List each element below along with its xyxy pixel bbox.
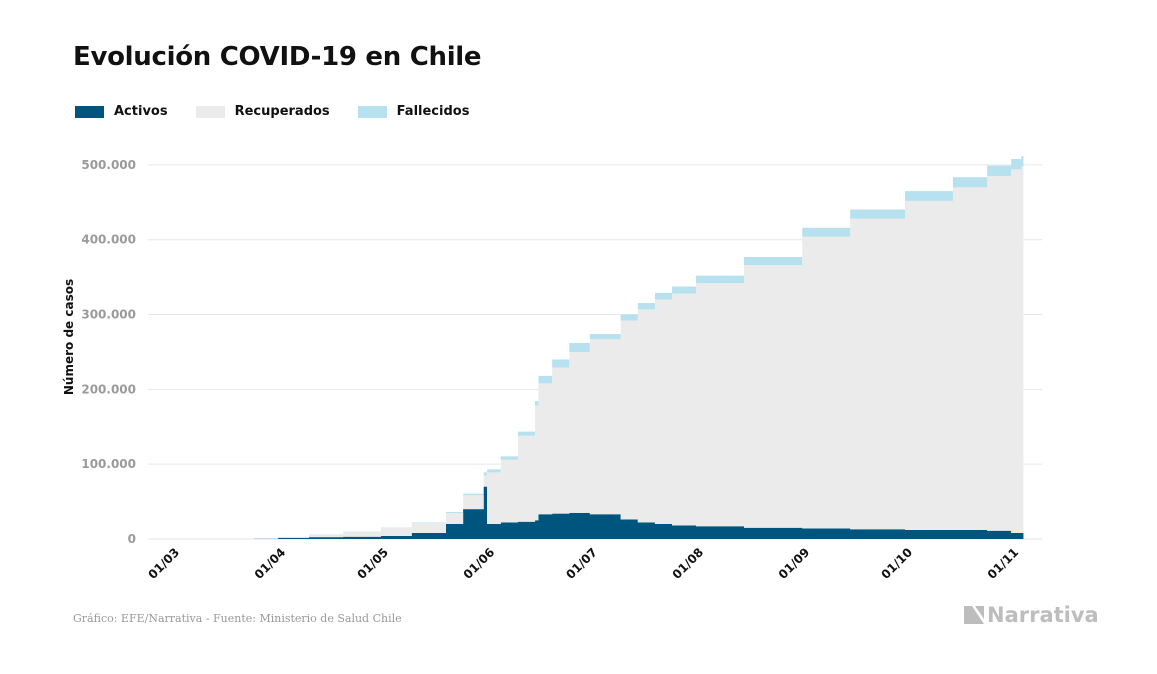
- series-area-recuperados: [171, 166, 1024, 539]
- x-tick-label: 01/08: [670, 545, 707, 582]
- legend-label-activos: Activos: [114, 104, 168, 119]
- y-tick-label: 500.000: [81, 158, 136, 172]
- y-axis-label: Número de casos: [62, 279, 76, 395]
- legend-item-fallecidos: Fallecidos: [357, 104, 470, 119]
- brand-logo: Narrativa: [963, 603, 1099, 627]
- legend-item-activos: Activos: [75, 104, 168, 119]
- x-tick-label: 01/11: [985, 545, 1022, 582]
- y-tick-label: 100.000: [81, 457, 136, 471]
- legend-item-recuperados: Recuperados: [195, 104, 330, 119]
- y-tick-label: 400.000: [81, 233, 136, 247]
- y-tick-label: 300.000: [81, 308, 136, 322]
- legend-label-fallecidos: Fallecidos: [396, 104, 470, 119]
- y-tick-label: 0: [128, 532, 136, 546]
- y-tick-label: 200.000: [81, 382, 136, 396]
- chart-title: Evolución COVID-19 en Chile: [73, 42, 482, 72]
- x-tick-label: 01/06: [461, 545, 498, 582]
- legend-swatch-fallecidos: [357, 105, 387, 118]
- source-footer: Gráfico: EFE/Narrativa - Fuente: Ministe…: [73, 612, 402, 625]
- x-tick-label: 01/05: [354, 545, 391, 582]
- x-tick-label: 01/09: [776, 545, 813, 582]
- x-tick-label: 01/04: [252, 545, 289, 582]
- legend-swatch-recuperados: [195, 105, 225, 118]
- legend-swatch-activos: [75, 105, 104, 118]
- x-tick-label: 01/07: [563, 545, 600, 582]
- narrativa-logo-icon: [964, 606, 984, 624]
- x-tick-label: 01/10: [878, 545, 915, 582]
- legend-label-recuperados: Recuperados: [234, 104, 330, 119]
- x-tick-label: 01/03: [145, 545, 182, 582]
- series-area-fallecidos: [171, 155, 1024, 539]
- chart-legend: Activos Recuperados Fallecidos: [75, 104, 497, 119]
- brand-name: Narrativa: [987, 603, 1099, 627]
- series-area-activos: [171, 486, 1024, 539]
